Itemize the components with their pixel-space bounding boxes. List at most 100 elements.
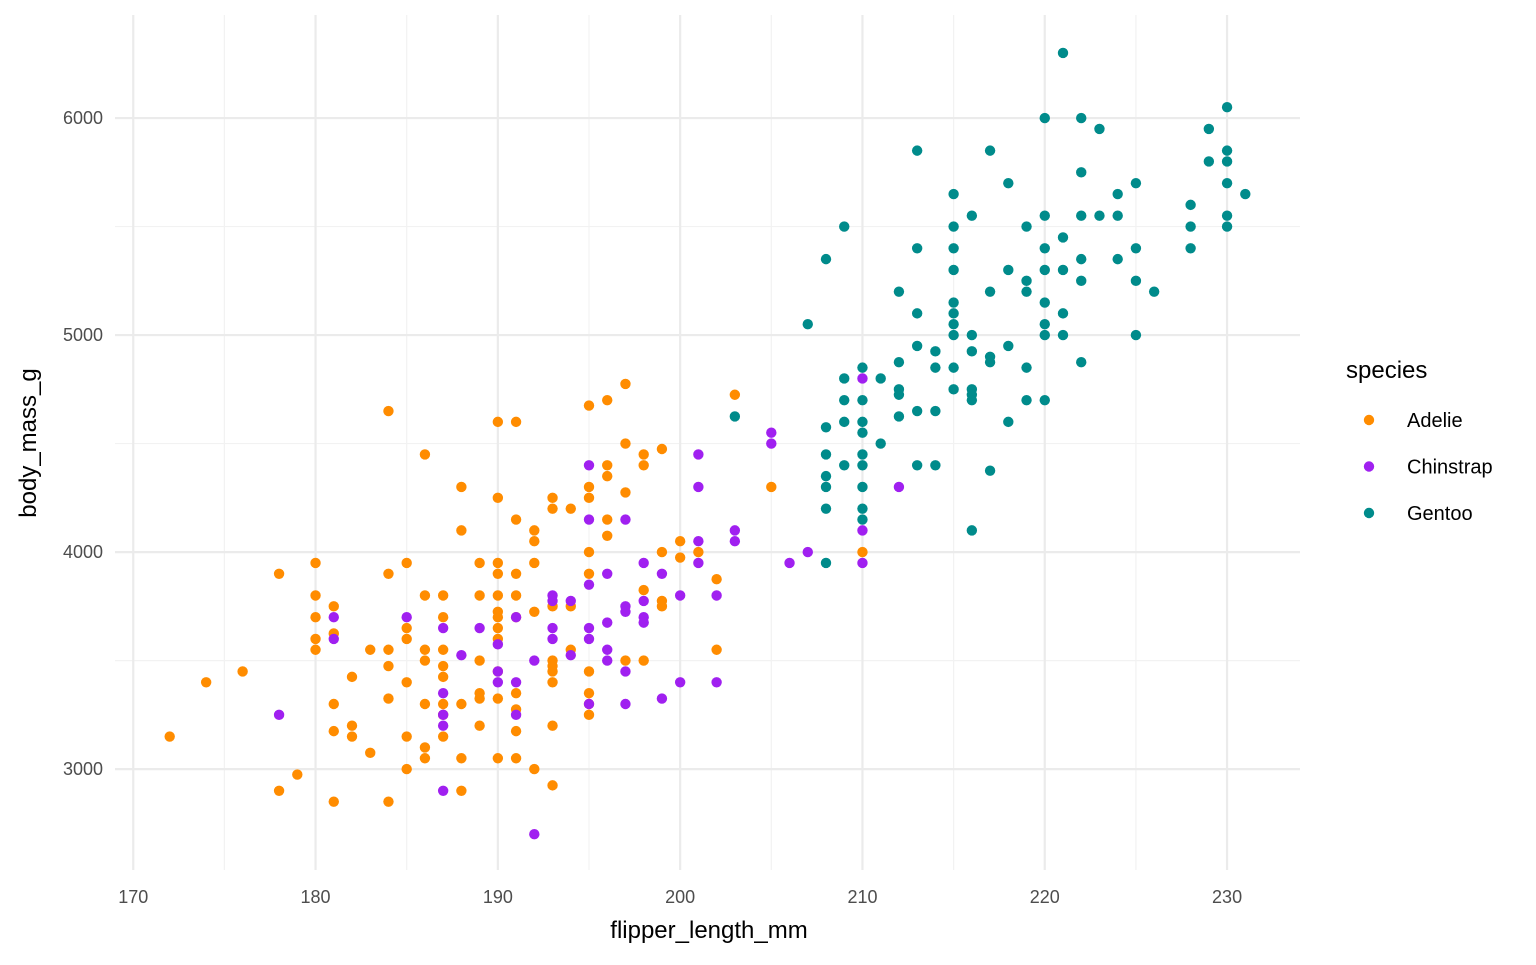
- point-adelie: [711, 574, 722, 585]
- point-adelie: [766, 481, 777, 493]
- point-adelie: [510, 687, 522, 699]
- point-chinstrap: [437, 720, 449, 731]
- point-gentoo: [857, 416, 868, 428]
- point-adelie: [529, 536, 540, 547]
- point-gentoo: [930, 405, 941, 417]
- point-chinstrap: [547, 622, 558, 634]
- point-adelie: [492, 622, 504, 634]
- point-chinstrap: [729, 525, 741, 536]
- point-adelie: [419, 698, 431, 710]
- point-adelie: [583, 709, 595, 721]
- point-adelie: [492, 611, 504, 623]
- point-gentoo: [1039, 297, 1050, 308]
- point-gentoo: [1057, 47, 1069, 59]
- point-adelie: [510, 416, 522, 428]
- legend-label: Gentoo: [1407, 503, 1473, 525]
- point-gentoo: [966, 525, 978, 536]
- point-gentoo: [1021, 362, 1032, 373]
- point-gentoo: [875, 438, 886, 449]
- point-gentoo: [820, 481, 832, 493]
- point-gentoo: [1003, 264, 1014, 276]
- point-gentoo: [1240, 188, 1251, 200]
- point-gentoo: [839, 394, 850, 406]
- point-chinstrap: [602, 617, 613, 628]
- point-adelie: [674, 536, 686, 547]
- x-tick-label: 230: [1212, 887, 1242, 907]
- point-chinstrap: [620, 698, 631, 710]
- point-gentoo: [820, 557, 832, 569]
- point-adelie: [529, 606, 540, 617]
- point-chinstrap: [401, 611, 412, 623]
- point-chinstrap: [766, 438, 777, 449]
- point-adelie: [638, 460, 649, 471]
- point-gentoo: [1057, 264, 1069, 276]
- legend: species Adelie Chinstrap Gentoo: [1346, 357, 1493, 525]
- point-gentoo: [1039, 112, 1050, 124]
- point-gentoo: [948, 264, 959, 276]
- point-chinstrap: [437, 622, 449, 634]
- point-adelie: [437, 660, 449, 672]
- point-gentoo: [1094, 210, 1105, 221]
- point-adelie: [456, 753, 467, 764]
- point-chinstrap: [583, 579, 595, 590]
- point-chinstrap: [437, 709, 449, 721]
- point-gentoo: [930, 346, 941, 357]
- point-chinstrap: [638, 617, 649, 628]
- point-gentoo: [930, 460, 941, 471]
- point-chinstrap: [693, 449, 704, 460]
- point-gentoo: [857, 362, 868, 373]
- point-adelie: [456, 481, 467, 493]
- point-adelie: [273, 568, 285, 579]
- point-adelie: [474, 557, 485, 569]
- point-adelie: [456, 785, 467, 796]
- point-adelie: [857, 546, 868, 558]
- point-adelie: [346, 671, 358, 683]
- point-chinstrap: [638, 595, 649, 607]
- point-adelie: [437, 731, 449, 742]
- point-chinstrap: [547, 633, 558, 645]
- point-gentoo: [948, 243, 959, 254]
- point-chinstrap: [328, 633, 339, 645]
- point-gentoo: [1039, 329, 1050, 341]
- point-chinstrap: [711, 677, 722, 688]
- point-adelie: [674, 552, 686, 563]
- point-gentoo: [839, 373, 850, 384]
- point-chinstrap: [784, 557, 795, 569]
- point-gentoo: [1130, 243, 1142, 254]
- point-chinstrap: [565, 649, 576, 661]
- point-adelie: [401, 557, 412, 569]
- point-adelie: [602, 394, 613, 406]
- point-gentoo: [820, 503, 832, 514]
- point-gentoo: [1076, 167, 1087, 178]
- point-chinstrap: [766, 427, 777, 438]
- point-adelie: [711, 644, 722, 655]
- point-adelie: [529, 525, 540, 536]
- point-adelie: [310, 557, 321, 569]
- point-chinstrap: [693, 557, 704, 569]
- point-adelie: [401, 677, 412, 688]
- legend-key-chinstrap: [1363, 461, 1375, 472]
- point-gentoo: [1130, 275, 1142, 287]
- point-chinstrap: [492, 666, 504, 677]
- point-gentoo: [911, 308, 923, 319]
- point-adelie: [529, 557, 540, 569]
- point-adelie: [492, 416, 504, 428]
- point-gentoo: [1130, 177, 1142, 189]
- y-tick-label: 6000: [63, 108, 103, 128]
- point-gentoo: [1185, 199, 1196, 211]
- point-adelie: [583, 481, 595, 493]
- legend-label: Adelie: [1407, 410, 1463, 432]
- point-adelie: [510, 590, 522, 601]
- point-chinstrap: [656, 568, 668, 579]
- point-gentoo: [893, 411, 905, 422]
- point-adelie: [620, 438, 631, 449]
- point-chinstrap: [273, 709, 285, 721]
- point-adelie: [365, 644, 376, 655]
- point-gentoo: [857, 449, 868, 460]
- point-adelie: [328, 796, 339, 807]
- point-chinstrap: [456, 649, 467, 661]
- point-gentoo: [893, 286, 905, 297]
- point-adelie: [492, 693, 504, 704]
- point-adelie: [583, 492, 595, 504]
